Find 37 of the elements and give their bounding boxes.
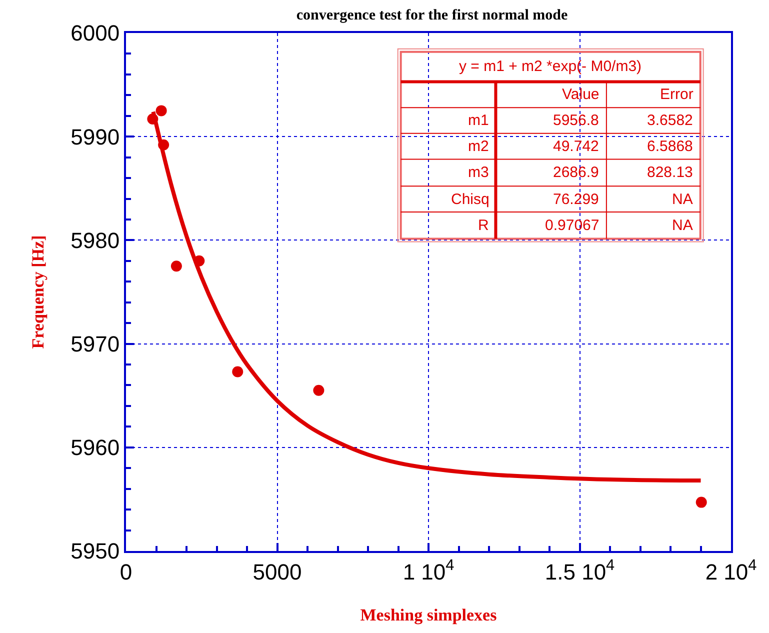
annotation: NA xyxy=(672,217,693,234)
annotation: NA xyxy=(672,191,693,208)
annotation: Value xyxy=(562,86,600,103)
x-tick-label: 1.5 10$^{4}$ xyxy=(544,557,616,584)
annotation: 76.299 xyxy=(553,191,599,208)
annotation: m3 xyxy=(468,164,489,181)
y-tick-label: 5950 xyxy=(70,538,120,564)
point xyxy=(232,366,244,378)
y-tick-label: 5980 xyxy=(70,228,120,253)
annotation: 49.742 xyxy=(553,138,599,155)
point xyxy=(313,384,324,396)
point xyxy=(156,105,167,116)
annotation: 6.5868 xyxy=(647,138,693,155)
x-tick-label: 5000 xyxy=(252,559,302,584)
y-axis-title: Frequency [Hz] xyxy=(28,235,48,349)
annotation: 0.97067 xyxy=(545,217,600,234)
x-tick-label: 1 10$^{4}$ xyxy=(402,557,455,584)
point xyxy=(696,496,707,508)
annotation: m1 xyxy=(468,112,489,129)
x-tick-label: 0 xyxy=(120,559,132,584)
y-tick-label: 5990 xyxy=(70,124,120,150)
x-axis-title: Meshing simplexes xyxy=(360,605,498,624)
annotation: 828.13 xyxy=(647,164,693,181)
x-tick-label: 2 10$^{4}$ xyxy=(705,557,758,584)
annotation: Chisq xyxy=(451,191,490,208)
point xyxy=(170,260,182,272)
annotation: 5956.8 xyxy=(553,112,599,129)
y-tick-label: 5970 xyxy=(70,332,120,356)
annotation: m2 xyxy=(468,138,489,155)
annotation: 3.6582 xyxy=(647,112,693,129)
annotation: 2686.9 xyxy=(553,164,599,181)
chart-title: convergence test for the first normal mode xyxy=(296,8,568,24)
annotation: y = m1 + m2 *exp(- M0/m3) xyxy=(459,58,642,75)
y-tick-label: 6000 xyxy=(70,20,120,46)
annotation: Error xyxy=(660,86,694,103)
annotation: R xyxy=(478,217,489,234)
y-tick-label: 5960 xyxy=(70,435,120,460)
